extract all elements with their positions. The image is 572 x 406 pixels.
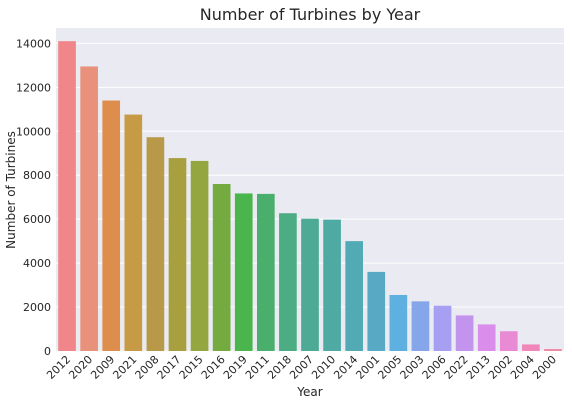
- y-tick-labels: 0 2000 4000 6000 8000 10000 12000 14000: [16, 37, 51, 358]
- y-tick-label: 8000: [23, 169, 51, 182]
- bars: [58, 41, 562, 352]
- y-tick-label: 12000: [16, 81, 51, 94]
- bar-2018: [279, 213, 297, 351]
- y-axis-label: Number of Turbines: [4, 131, 18, 249]
- bar-2014: [345, 241, 364, 351]
- bar-2003: [411, 301, 430, 351]
- x-tick-label: 2021: [110, 353, 139, 382]
- bar-2000: [544, 349, 562, 351]
- bar-2008: [146, 137, 165, 351]
- x-tick-label: 2008: [133, 353, 162, 382]
- bar-2021: [124, 114, 143, 352]
- y-tick-label: 2000: [23, 301, 51, 314]
- bar-2001: [367, 271, 386, 351]
- x-tick-label: 2000: [530, 353, 559, 382]
- bar-2004: [522, 344, 540, 351]
- y-tick-label: 6000: [23, 213, 51, 226]
- bar-2015: [190, 160, 209, 351]
- x-tick-label: 2005: [375, 353, 404, 382]
- y-tick-label: 10000: [16, 125, 51, 138]
- y-tick-label: 0: [44, 345, 51, 358]
- bar-2011: [256, 193, 275, 351]
- bar-2017: [168, 158, 187, 351]
- chart-title: Number of Turbines by Year: [200, 5, 421, 24]
- x-tick-label: 2001: [353, 353, 382, 382]
- x-tick-label: 2007: [287, 353, 316, 382]
- x-tick-label: 2003: [398, 353, 427, 382]
- bar-2009: [102, 100, 121, 352]
- y-tick-label: 14000: [16, 37, 51, 50]
- x-tick-label: 2013: [464, 353, 493, 382]
- x-tick-label: 2022: [442, 353, 471, 382]
- bar-2016: [212, 184, 231, 351]
- x-tick-label: 2006: [420, 353, 449, 382]
- x-tick-label: 2019: [221, 353, 250, 382]
- bar-2005: [389, 294, 408, 351]
- bar-2007: [301, 218, 319, 351]
- x-axis-label: Year: [296, 385, 322, 399]
- x-tick-label: 2014: [331, 353, 360, 382]
- x-tick-label: 2018: [265, 353, 294, 382]
- x-tick-label: 2002: [486, 353, 515, 382]
- x-tick-label: 2004: [508, 353, 537, 382]
- bar-2006: [433, 305, 452, 351]
- bar-2010: [323, 219, 341, 351]
- x-tick-label: 2020: [66, 353, 95, 382]
- x-tick-labels: 2012202020092021200820172015201620192011…: [44, 353, 559, 382]
- bar-2020: [80, 66, 98, 351]
- x-tick-label: 2009: [88, 353, 117, 382]
- x-tick-label: 2010: [309, 353, 338, 382]
- bar-2002: [499, 331, 518, 351]
- x-tick-label: 2016: [199, 353, 228, 382]
- bar-2013: [477, 324, 496, 351]
- y-tick-label: 4000: [23, 257, 51, 270]
- bar-2022: [455, 315, 474, 351]
- bar-2012: [58, 41, 76, 351]
- x-tick-label: 2011: [243, 353, 272, 382]
- x-tick-label: 2017: [155, 353, 184, 382]
- x-tick-label: 2015: [177, 353, 206, 382]
- bar-2019: [234, 193, 253, 351]
